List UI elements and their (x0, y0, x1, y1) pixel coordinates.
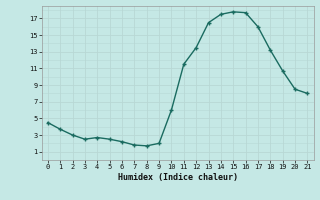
X-axis label: Humidex (Indice chaleur): Humidex (Indice chaleur) (118, 173, 237, 182)
